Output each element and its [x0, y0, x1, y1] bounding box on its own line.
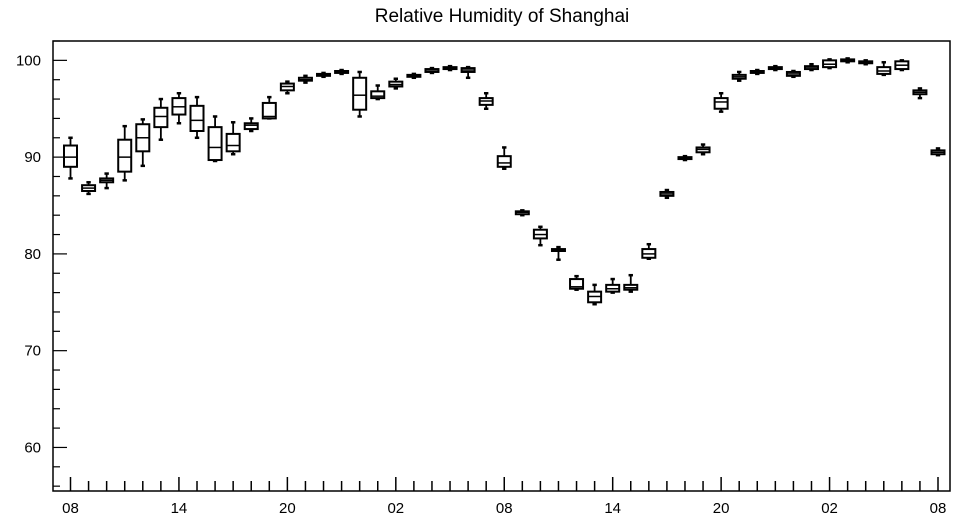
interquartile-box — [63, 144, 78, 168]
box-mark — [912, 87, 928, 100]
box-mark — [496, 146, 512, 170]
box-mark — [297, 74, 313, 84]
box-mark — [659, 188, 675, 200]
x-tick-label: 02 — [387, 500, 404, 517]
plot-area-frame — [52, 40, 951, 492]
interquartile-box — [261, 101, 277, 120]
interquartile-box — [225, 132, 241, 153]
box-mark — [424, 66, 440, 75]
interquartile-box — [117, 138, 133, 173]
box-mark — [767, 64, 783, 72]
box-mark — [243, 117, 259, 133]
box-mark — [731, 70, 747, 82]
x-tick-label: 08 — [62, 500, 79, 517]
y-tick-label: 100 — [16, 52, 41, 69]
box-mark — [749, 68, 765, 76]
box-mark — [532, 225, 548, 247]
interquartile-box — [243, 122, 259, 131]
box-mark — [785, 69, 801, 79]
box-mark — [550, 245, 566, 261]
interquartile-box — [352, 76, 368, 111]
box-mark — [316, 71, 332, 79]
box-mark — [352, 70, 368, 118]
box-mark — [677, 154, 693, 162]
interquartile-box — [189, 104, 205, 132]
box-mark — [189, 95, 205, 140]
y-tick-label: 90 — [24, 149, 41, 166]
box-mark — [587, 283, 603, 306]
box-mark — [171, 92, 187, 125]
box-mark — [840, 57, 856, 64]
interquartile-box — [153, 106, 169, 129]
box-mark — [876, 61, 892, 77]
chart-title: Relative Humidity of Shanghai — [375, 6, 630, 27]
box-mark — [225, 121, 241, 156]
box-mark — [99, 172, 115, 190]
box-mark — [641, 242, 657, 260]
interquartile-box — [496, 155, 512, 168]
x-tick-label: 08 — [496, 500, 513, 517]
x-tick-label: 08 — [930, 500, 947, 517]
box-mark — [261, 95, 277, 120]
box-mark — [460, 65, 476, 80]
box-mark — [569, 274, 585, 291]
box-mark — [623, 273, 639, 293]
box-mark — [370, 84, 386, 101]
box-mark — [858, 59, 874, 66]
interquartile-box — [713, 97, 729, 110]
box-mark — [334, 68, 350, 76]
interquartile-box — [370, 90, 386, 100]
box-series — [63, 57, 946, 306]
box-mark — [713, 92, 729, 113]
x-tick-label: 20 — [279, 500, 296, 517]
x-tick-label: 20 — [713, 500, 730, 517]
interquartile-box — [569, 278, 585, 290]
y-tick-label: 70 — [24, 343, 41, 360]
x-tick-label: 14 — [171, 500, 188, 517]
box-mark — [153, 97, 169, 141]
x-tick-label: 02 — [821, 500, 838, 517]
box-mark — [279, 80, 295, 95]
box-mark — [135, 118, 151, 168]
box-mark — [63, 136, 78, 180]
box-mark — [388, 77, 404, 90]
interquartile-box — [207, 126, 223, 162]
y-axis: 60 70 80 90 100 — [16, 40, 67, 487]
y-tick-label: 80 — [24, 246, 41, 263]
x-tick-label: 14 — [604, 500, 621, 517]
box-mark — [894, 59, 910, 72]
box-mark — [406, 72, 422, 80]
box-mark — [822, 58, 838, 70]
box-mark — [478, 92, 494, 110]
box-mark — [514, 209, 530, 217]
box-mark — [117, 124, 133, 182]
box-mark — [605, 277, 621, 294]
y-tick-label: 60 — [24, 439, 41, 456]
box-mark — [930, 147, 946, 157]
box-mark — [803, 62, 819, 72]
box-mark — [207, 115, 223, 163]
box-mark — [442, 64, 458, 72]
x-axis: 08 14 20 02 08 14 20 02 08 — [62, 477, 946, 517]
box-mark — [81, 181, 97, 196]
box-mark — [695, 143, 711, 156]
